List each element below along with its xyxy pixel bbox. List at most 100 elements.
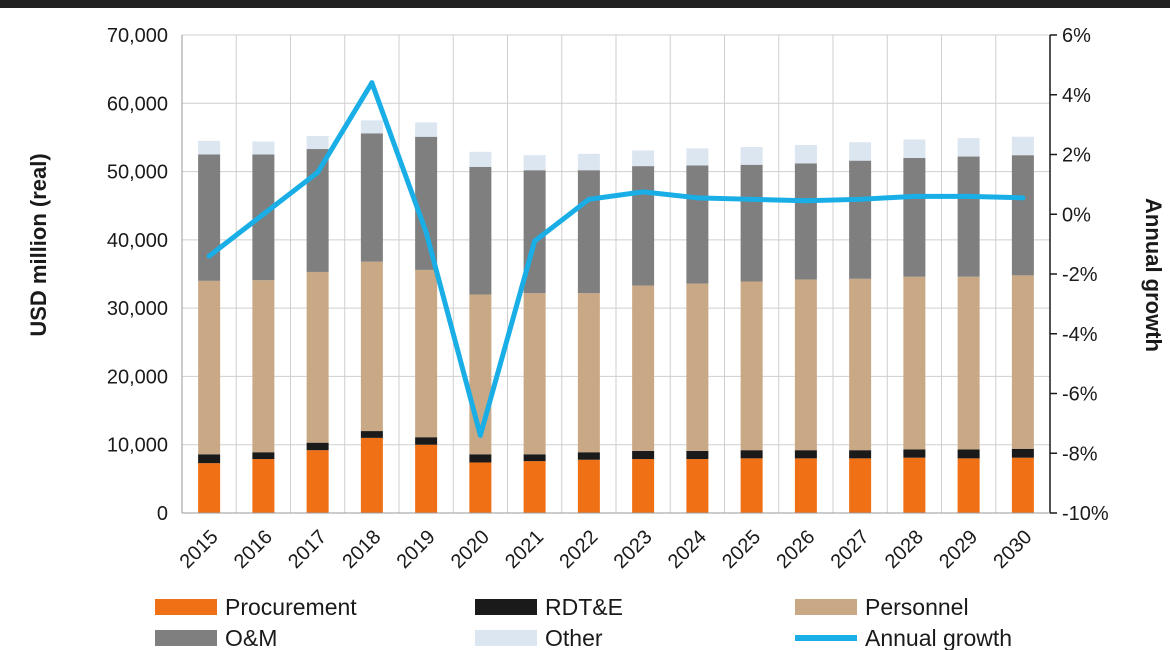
bar-oandm-2027 xyxy=(849,160,872,279)
legend-swatch-other xyxy=(475,630,537,646)
bar-personnel-2023 xyxy=(632,285,655,451)
bar-oandm-2018 xyxy=(360,133,383,262)
bar-oandm-2017 xyxy=(306,149,329,272)
bar-oandm-2024 xyxy=(686,165,709,284)
bar-personnel-2016 xyxy=(252,280,275,453)
bar-personnel-2018 xyxy=(360,261,383,432)
legend-label-oandm: O&M xyxy=(225,625,277,650)
x-tick-label: 2026 xyxy=(772,526,819,573)
bar-rdtande-2028 xyxy=(903,449,926,458)
line-annual-growth xyxy=(207,80,1023,438)
point-annual-growth-2030 xyxy=(1020,195,1026,201)
bar-procurement-2021 xyxy=(523,461,546,513)
bar-procurement-2022 xyxy=(577,459,600,513)
bar-procurement-2024 xyxy=(686,459,709,513)
bar-procurement-2023 xyxy=(632,459,655,513)
x-tick-label: 2024 xyxy=(664,526,711,573)
bar-oandm-2030 xyxy=(1011,155,1034,276)
bar-rdtande-2022 xyxy=(577,452,600,460)
bar-oandm-2025 xyxy=(740,164,763,282)
y2-tick-label: 4% xyxy=(1062,85,1091,107)
point-annual-growth-2027 xyxy=(857,196,863,202)
bar-rdtande-2017 xyxy=(306,442,329,451)
bar-rdtande-2030 xyxy=(1011,448,1034,458)
legend-label-annual-growth: Annual growth xyxy=(865,625,1012,650)
bar-oandm-2023 xyxy=(632,166,655,286)
bar-other-2026 xyxy=(794,144,817,164)
bar-personnel-2025 xyxy=(740,281,763,451)
left-axis-ticks: 0 10,000 20,000 30,000 40,000 50,000 60,000 70,… xyxy=(107,25,168,525)
bar-personnel-2027 xyxy=(849,278,872,451)
y2-tick-label: 6% xyxy=(1062,25,1091,47)
bar-procurement-2026 xyxy=(794,458,817,513)
bar-personnel-2015 xyxy=(198,280,221,455)
bar-personnel-2021 xyxy=(523,293,546,455)
point-annual-growth-2026 xyxy=(803,198,809,204)
x-tick-label: 2021 xyxy=(501,526,548,573)
bar-other-2015 xyxy=(198,140,221,155)
bar-procurement-2016 xyxy=(252,459,275,513)
legend-swatch-personnel xyxy=(795,599,857,615)
bar-other-2019 xyxy=(415,122,438,137)
bar-other-2028 xyxy=(903,139,926,158)
bar-personnel-2017 xyxy=(306,271,329,443)
x-tick-label: 2016 xyxy=(230,526,277,573)
bar-other-2024 xyxy=(686,148,709,166)
legend-swatch-procurement xyxy=(155,599,217,615)
bar-other-2025 xyxy=(740,146,763,165)
y-tick-label: 0 xyxy=(157,503,168,525)
point-annual-growth-2020 xyxy=(477,432,483,438)
bar-other-2030 xyxy=(1011,136,1034,156)
bar-rdtande-2016 xyxy=(252,452,275,460)
y2-tick-label: -6% xyxy=(1062,384,1098,406)
top-border-bar xyxy=(0,0,1170,8)
legend-label-rdtande: RDT&E xyxy=(545,594,623,620)
bar-personnel-2030 xyxy=(1011,275,1034,449)
x-tick-label: 2030 xyxy=(989,526,1036,573)
bar-other-2023 xyxy=(632,150,655,167)
bar-oandm-2028 xyxy=(903,157,926,277)
point-annual-growth-2025 xyxy=(749,196,755,202)
bar-oandm-2015 xyxy=(198,154,221,281)
x-tick-label: 2023 xyxy=(610,526,657,573)
bar-other-2017 xyxy=(306,136,329,150)
x-tick-label: 2018 xyxy=(338,526,385,573)
bar-oandm-2029 xyxy=(957,156,980,277)
x-tick-label: 2020 xyxy=(447,526,494,573)
x-tick-label: 2025 xyxy=(718,526,765,573)
bar-other-2018 xyxy=(360,120,383,134)
bar-other-2021 xyxy=(523,155,546,171)
bar-personnel-2019 xyxy=(415,269,438,438)
bar-rdtande-2018 xyxy=(360,431,383,438)
y-tick-label: 70,000 xyxy=(107,25,168,47)
bar-procurement-2030 xyxy=(1011,457,1034,513)
bar-rdtande-2029 xyxy=(957,449,980,459)
right-axis-title: Annual growth xyxy=(1141,198,1166,352)
legend-label-procurement: Procurement xyxy=(225,594,357,620)
x-tick-label: 2029 xyxy=(935,526,982,573)
legend-swatch-rdtande xyxy=(475,599,537,615)
bar-personnel-2024 xyxy=(686,283,709,451)
bar-procurement-2028 xyxy=(903,457,926,513)
x-tick-label: 2028 xyxy=(881,526,928,573)
bar-other-2027 xyxy=(849,142,872,161)
bar-rdtande-2020 xyxy=(469,454,492,463)
legend-label-personnel: Personnel xyxy=(865,594,969,620)
point-annual-growth-2022 xyxy=(586,196,592,202)
left-axis-title: USD million (real) xyxy=(26,153,51,336)
bar-rdtande-2023 xyxy=(632,450,655,460)
bar-rdtande-2015 xyxy=(198,454,221,464)
bar-other-2022 xyxy=(577,153,600,171)
bar-rdtande-2025 xyxy=(740,450,763,459)
point-annual-growth-2019 xyxy=(423,229,429,235)
y-tick-label: 10,000 xyxy=(107,435,168,457)
axes xyxy=(181,34,1057,514)
stacked-bars xyxy=(198,120,1034,513)
point-annual-growth-2015 xyxy=(206,253,212,259)
bar-procurement-2025 xyxy=(740,458,763,513)
x-tick-label: 2027 xyxy=(827,526,874,573)
bar-procurement-2029 xyxy=(957,458,980,513)
bar-rdtande-2027 xyxy=(849,450,872,459)
legend: Procurement RDT&E Personnel O&M Other Annual … xyxy=(155,594,1012,650)
